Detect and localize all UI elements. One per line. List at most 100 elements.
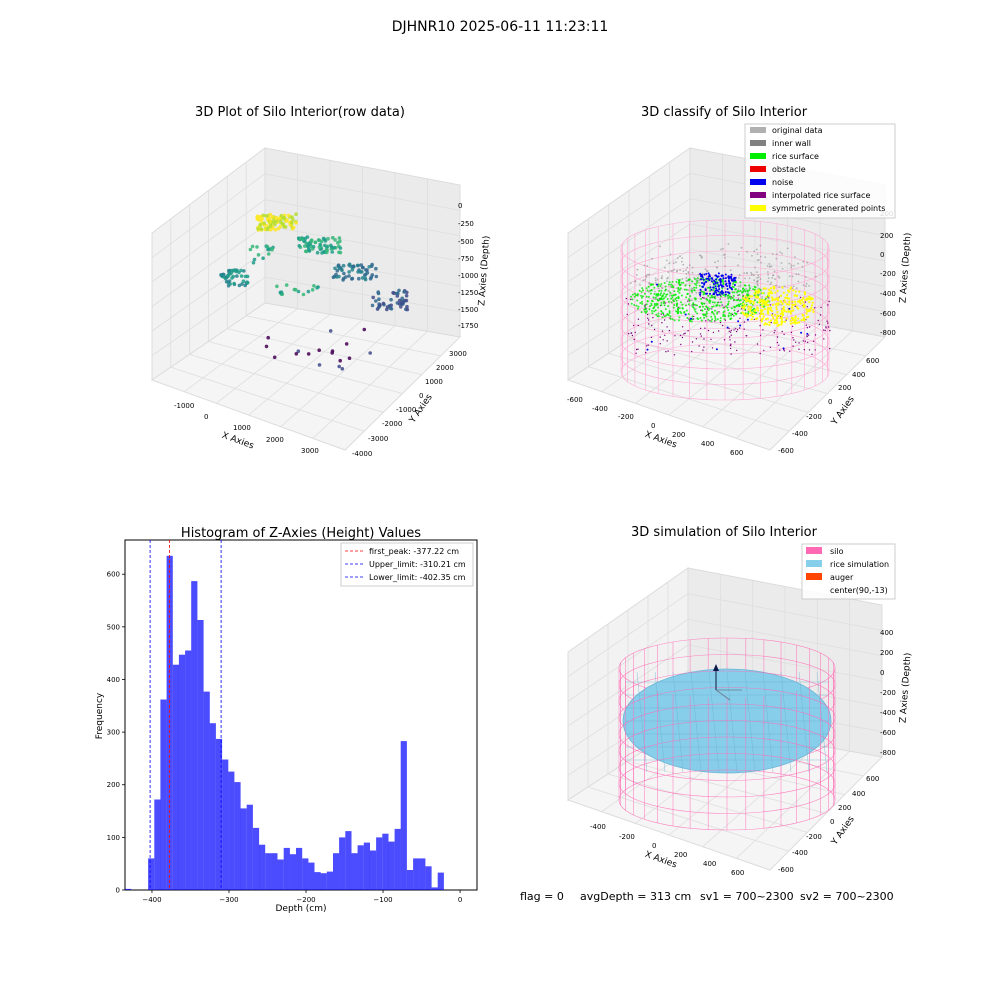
raw-data-point [367,265,372,269]
raw-z-tick: -1500 [458,306,478,314]
classify-point-original [761,296,764,298]
classify-point-rice [675,280,678,283]
raw-data-point [358,270,363,274]
classify-legend-swatch [750,140,766,146]
grid-line [151,276,266,356]
classify-point-rice [651,309,653,312]
classify-z-label: Z Axies (Depth) [899,232,914,303]
classify-point-interpolated [662,339,664,341]
raw-data-point [296,349,301,354]
histogram-y-tick: 0 [116,887,120,895]
classify-point-rice [738,305,741,308]
classify-point-original [814,275,817,278]
classify-point-rice [707,279,709,282]
classify-point-interpolated [823,338,825,340]
classify-point-symmetric [772,317,775,320]
classify-point-symmetric [780,323,783,326]
classify-point-symmetric [771,303,775,306]
classify-point-noise [705,280,708,283]
histogram-bar [369,850,377,890]
raw-data-point [333,266,337,271]
classify-point-original [795,273,798,276]
classify-point-rice [738,293,741,296]
classify-point-rice [673,304,676,306]
classify-point-noise [728,292,731,295]
classify-point-rice [756,301,759,304]
classify-point-symmetric [791,300,794,303]
raw-data-point [402,290,406,294]
simulation-auger [713,664,742,701]
raw-data-point [344,342,349,346]
histogram-bar [357,845,364,890]
classify-point-interpolated [743,321,746,323]
classify-point-rice [679,287,682,290]
classify-y-tick: 0 [828,398,832,406]
classify-point-rice [679,310,682,313]
classify-point-symmetric [788,297,791,300]
classify-point-rice [630,302,633,305]
classify-point-symmetric [756,309,760,312]
classify-point-rice [694,282,696,285]
classify-point-symmetric [755,290,759,293]
classify-x-tick: 0 [651,422,655,430]
raw-data-point [337,274,341,279]
classify-point-symmetric [809,298,813,301]
classify-point-rice [659,294,662,296]
classify-point-interpolated [729,339,731,341]
classify-point-symmetric [752,300,755,303]
classify-point-rice [727,294,730,297]
raw-data-point [322,250,326,254]
classify-point-rice [715,304,718,307]
classify-point-interpolated [793,339,795,341]
classify-point-symmetric [810,306,813,309]
classify-point-rice [727,314,730,317]
classify-point-noise [716,281,719,284]
classify-point-rice [678,291,681,294]
classify-point-rice [650,289,653,292]
raw-data-point [248,247,253,252]
classify-point-symmetric [777,296,780,299]
classify-point-rice [648,308,651,311]
histogram-bar [246,804,253,890]
classify-point-original [748,277,751,280]
classify-point-rice [697,318,700,320]
classify-point-rice [711,301,714,304]
classify-point-rice [636,299,639,302]
classify-point-rice [651,300,654,303]
classify-x-tick: 400 [701,440,714,448]
classify-point-symmetric [802,314,805,317]
classify-point-original [656,278,659,281]
classify-point-noise [726,285,729,288]
classify-point-symmetric [797,317,800,320]
histogram-bar [296,847,303,890]
classify-point-original [667,271,670,273]
classify-point-original [740,246,743,249]
raw-data-point [360,276,365,280]
raw-data-point [347,270,351,274]
raw-data-point [328,329,333,333]
classify-point-original [772,274,774,277]
simulation-legend: silo rice simulation auger center(90,-13) [801,543,896,600]
classify-point-original [783,285,786,288]
classify-point-interpolated [703,297,705,299]
raw-data-point [229,271,234,275]
classify-point-rice [671,296,674,299]
classify-point-rice [735,312,738,315]
classify-point-symmetric [758,301,761,304]
raw-data-point [296,289,301,294]
classify-point-interpolated [759,334,762,336]
classify-point-rice [636,294,639,297]
classify-point-symmetric [798,300,801,304]
raw-data-point [259,227,264,231]
raw-data-point [335,269,340,273]
histogram-bar [277,859,284,890]
silo-ring [618,687,836,718]
classify-point-original [647,273,649,276]
classify-point-interpolated [798,348,800,350]
classify-point-interpolated [817,319,819,322]
classify-point-noise [734,276,737,279]
raw-data-point [241,279,246,284]
classify-point-rice [641,302,644,305]
classify-point-interpolated [693,315,695,318]
classify-point-rice [631,293,634,296]
